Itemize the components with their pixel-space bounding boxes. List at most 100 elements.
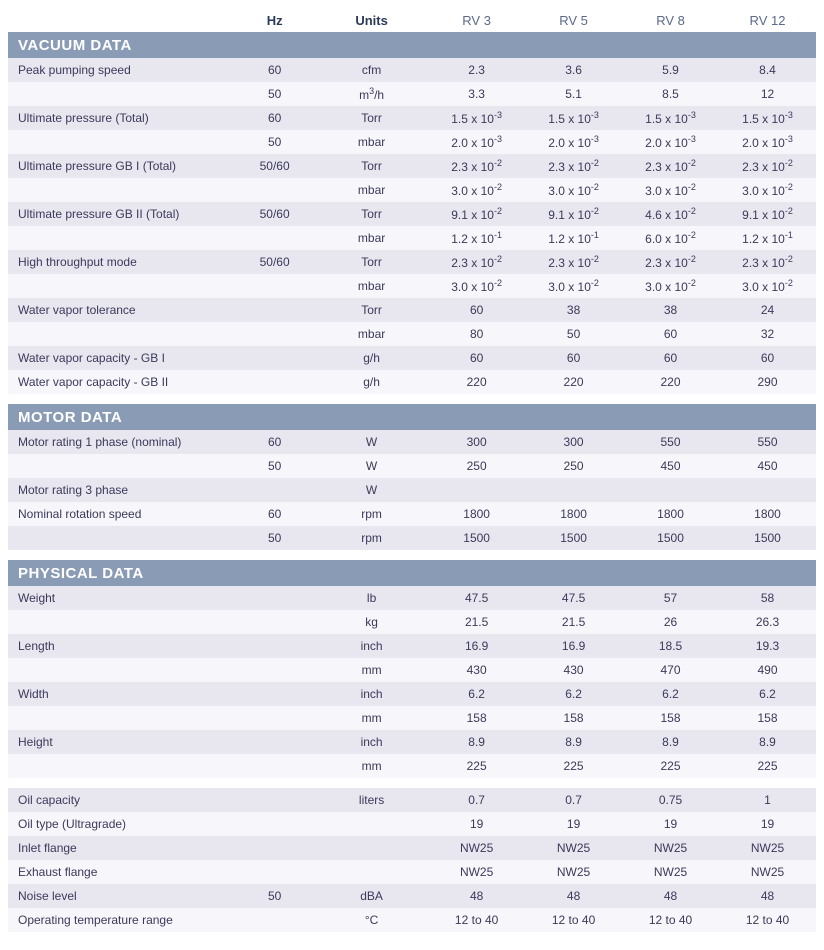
row-v0: 9.1 x 10-2: [428, 202, 525, 226]
row-v3: 58: [719, 586, 816, 610]
row-hz: [234, 860, 315, 884]
row-v0: 250: [428, 454, 525, 478]
row-v3: NW25: [719, 860, 816, 884]
table-row: Inlet flangeNW25NW25NW25NW25: [8, 836, 816, 860]
row-unit: g/h: [315, 370, 428, 394]
row-v3: 60: [719, 346, 816, 370]
row-unit: mbar: [315, 178, 428, 202]
table-row: Widthinch6.26.26.26.2: [8, 682, 816, 706]
row-unit: Torr: [315, 298, 428, 322]
table-row: Motor rating 3 phaseW: [8, 478, 816, 502]
row-hz: 50: [234, 130, 315, 154]
row-v3: 1.5 x 10-3: [719, 106, 816, 130]
row-unit: mbar: [315, 322, 428, 346]
row-unit: °C: [315, 908, 428, 932]
row-unit: rpm: [315, 526, 428, 550]
table-row: 50mbar2.0 x 10-32.0 x 10-32.0 x 10-32.0 …: [8, 130, 816, 154]
row-v1: 300: [525, 430, 622, 454]
row-hz: [234, 346, 315, 370]
row-v1: 8.9: [525, 730, 622, 754]
row-v3: 1500: [719, 526, 816, 550]
table-row: mbar80506032: [8, 322, 816, 346]
table-header-row: Hz Units RV 3 RV 5 RV 8 RV 12: [8, 8, 816, 32]
table-row: High throughput mode50/60Torr2.3 x 10-22…: [8, 250, 816, 274]
row-unit: Torr: [315, 202, 428, 226]
row-hz: [234, 706, 315, 730]
header-model-1: RV 5: [525, 8, 622, 32]
row-hz: [234, 908, 315, 932]
row-hz: [234, 178, 315, 202]
row-hz: [234, 322, 315, 346]
row-v1: 1.2 x 10-1: [525, 226, 622, 250]
row-v3: 48: [719, 884, 816, 908]
row-v1: 1.5 x 10-3: [525, 106, 622, 130]
table-row: Ultimate pressure GB I (Total)50/60Torr2…: [8, 154, 816, 178]
row-unit: mm: [315, 658, 428, 682]
section-title: MOTOR DATA: [8, 404, 816, 430]
row-label: Ultimate pressure (Total): [8, 106, 234, 130]
table-row: mm158158158158: [8, 706, 816, 730]
row-v1: 48: [525, 884, 622, 908]
row-v0: 60: [428, 298, 525, 322]
header-hz: Hz: [234, 8, 315, 32]
section-gap: [8, 394, 816, 404]
row-v3: 12: [719, 82, 816, 106]
row-unit: mm: [315, 754, 428, 778]
row-v0: 12 to 40: [428, 908, 525, 932]
row-v0: 0.7: [428, 788, 525, 812]
row-v2: 2.3 x 10-2: [622, 154, 719, 178]
table-row: Ultimate pressure GB II (Total)50/60Torr…: [8, 202, 816, 226]
row-v0: 300: [428, 430, 525, 454]
row-v1: 60: [525, 346, 622, 370]
row-v3: 2.0 x 10-3: [719, 130, 816, 154]
row-v2: 12 to 40: [622, 908, 719, 932]
row-hz: [234, 658, 315, 682]
row-hz: [234, 730, 315, 754]
table-row: Peak pumping speed60cfm2.33.65.98.4: [8, 58, 816, 82]
row-v3: 9.1 x 10-2: [719, 202, 816, 226]
row-v3: 24: [719, 298, 816, 322]
row-label: Height: [8, 730, 234, 754]
row-label: Nominal rotation speed: [8, 502, 234, 526]
table-row: Water vapor capacity - GB IIg/h220220220…: [8, 370, 816, 394]
row-v0: 2.0 x 10-3: [428, 130, 525, 154]
row-v2: 2.0 x 10-3: [622, 130, 719, 154]
section-header: VACUUM DATA: [8, 32, 816, 58]
row-v0: 2.3 x 10-2: [428, 154, 525, 178]
row-unit: W: [315, 430, 428, 454]
section-title: PHYSICAL DATA: [8, 560, 816, 586]
row-v2: 18.5: [622, 634, 719, 658]
row-v0: 3.0 x 10-2: [428, 178, 525, 202]
row-v2: 60: [622, 322, 719, 346]
header-model-2: RV 8: [622, 8, 719, 32]
row-v2: 3.0 x 10-2: [622, 274, 719, 298]
row-hz: [234, 478, 315, 502]
table-row: Noise level50dBA48484848: [8, 884, 816, 908]
row-v2: 60: [622, 346, 719, 370]
row-v0: 8.9: [428, 730, 525, 754]
row-unit: rpm: [315, 502, 428, 526]
row-v1: 2.0 x 10-3: [525, 130, 622, 154]
row-unit: kg: [315, 610, 428, 634]
row-v3: 290: [719, 370, 816, 394]
table-row: mm430430470490: [8, 658, 816, 682]
row-v2: 3.0 x 10-2: [622, 178, 719, 202]
section-gap: [8, 932, 816, 942]
row-v3: 450: [719, 454, 816, 478]
row-hz: [234, 610, 315, 634]
row-v3: 6.2: [719, 682, 816, 706]
row-label: [8, 706, 234, 730]
row-v1: 3.0 x 10-2: [525, 178, 622, 202]
row-v2: 8.9: [622, 730, 719, 754]
row-v2: 38: [622, 298, 719, 322]
row-v0: 2.3 x 10-2: [428, 250, 525, 274]
table-row: Water vapor capacity - GB Ig/h60606060: [8, 346, 816, 370]
row-v1: 2.3 x 10-2: [525, 154, 622, 178]
table-row: Motor rating 1 phase (nominal)60W3003005…: [8, 430, 816, 454]
row-v1: 1500: [525, 526, 622, 550]
row-label: Exhaust flange: [8, 860, 234, 884]
row-v2: NW25: [622, 860, 719, 884]
row-v1: 430: [525, 658, 622, 682]
table-row: kg21.521.52626.3: [8, 610, 816, 634]
row-unit: W: [315, 454, 428, 478]
